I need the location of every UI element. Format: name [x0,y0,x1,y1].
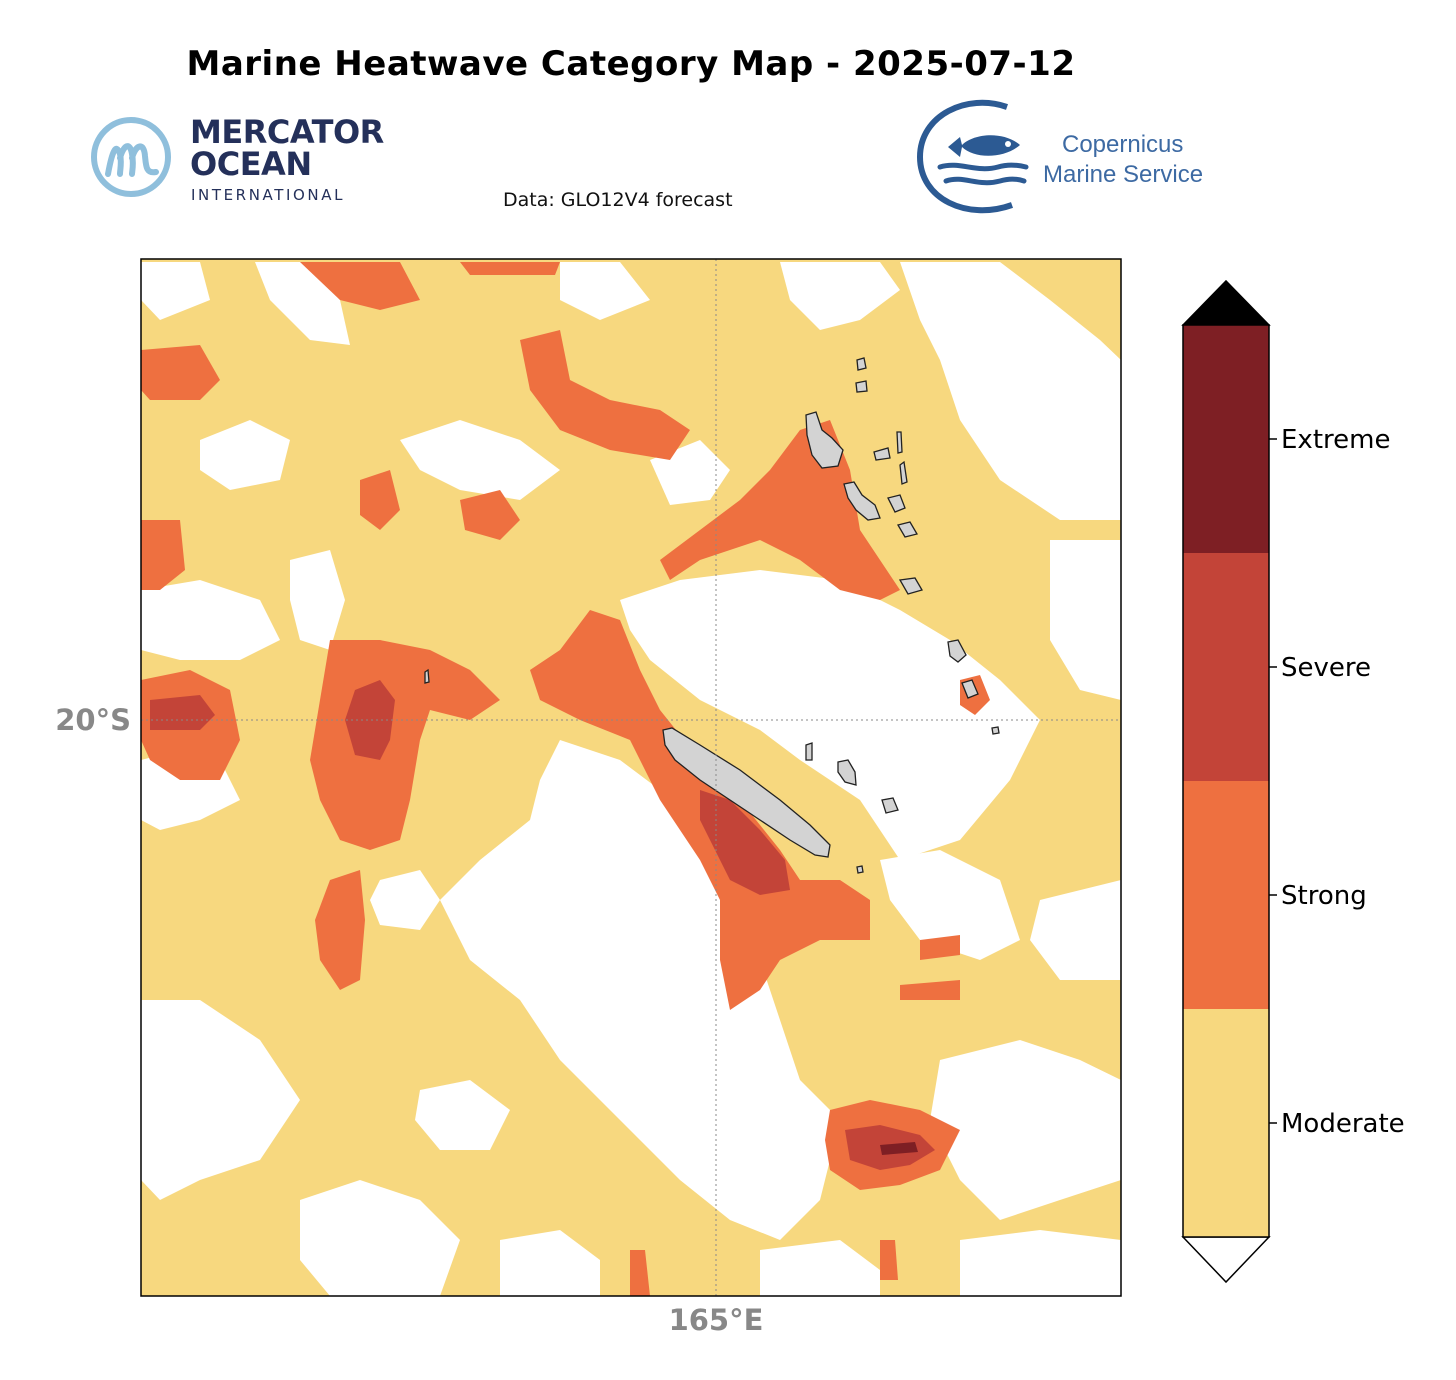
colorbar-label-moderate: Moderate [1281,1109,1405,1139]
mercator-ocean-logo: MERCATOR OCEAN INTERNATIONAL [90,112,390,212]
copernicus-marine-logo: Copernicus Marine Service [912,95,1232,220]
copernicus-line-1: Copernicus [1062,131,1184,158]
land-masses [424,357,1000,874]
no-heatwave-regions [141,262,1121,1296]
colorbar-segment-moderate [1183,1009,1269,1237]
copernicus-line-2: Marine Service [1043,161,1204,188]
latitude-label: 20°S [55,703,131,737]
mercator-m-icon [91,117,171,197]
map-frame [140,258,1122,1297]
mercator-line-1: MERCATOR [190,113,384,151]
mercator-line-3: INTERNATIONAL [191,186,346,204]
severe-regions [150,680,935,1170]
colorbar-extend-max [1181,279,1271,326]
extreme-regions [880,1142,918,1155]
mercator-line-2: OCEAN [190,145,312,183]
colorbar-label-strong: Strong [1281,881,1367,911]
colorbar-label-severe: Severe [1281,653,1371,683]
map-title: Marine Heatwave Category Map - 2025-07-1… [186,44,1076,84]
colorbar-segment-extreme [1183,325,1269,553]
heatwave-map-area [141,259,1121,1296]
colorbar-frame [1182,324,1270,1238]
colorbar-segment-strong [1183,781,1269,1009]
longitude-label: 165°E [669,1303,764,1337]
colorbar-extend-min [1181,1236,1271,1284]
data-source-label: Data: GLO12V4 forecast [503,189,733,211]
colorbar-label-extreme: Extreme [1281,425,1390,455]
new-caledonia-island [662,727,831,858]
colorbar: Extreme Severe Strong Moderate [1181,279,1405,1284]
colorbar-segment-severe [1183,553,1269,781]
fish-icon [916,99,1029,214]
